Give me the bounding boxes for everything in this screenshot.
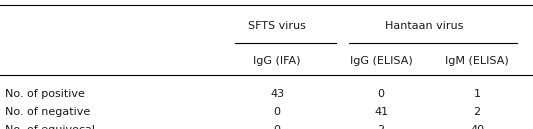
Text: IgM (ELISA): IgM (ELISA) [445, 56, 509, 66]
Text: No. of negative: No. of negative [5, 107, 91, 117]
Text: Hantaan virus: Hantaan virus [384, 21, 463, 31]
Text: 0: 0 [273, 125, 281, 129]
Text: 40: 40 [470, 125, 484, 129]
Text: 2: 2 [473, 107, 481, 117]
Text: No. of positive: No. of positive [5, 89, 85, 99]
Text: No. of equivocal: No. of equivocal [5, 125, 95, 129]
Text: 0: 0 [273, 107, 281, 117]
Text: IgG (ELISA): IgG (ELISA) [350, 56, 413, 66]
Text: 0: 0 [377, 89, 385, 99]
Text: 1: 1 [473, 89, 481, 99]
Text: 41: 41 [374, 107, 388, 117]
Text: 43: 43 [270, 89, 284, 99]
Text: IgG (IFA): IgG (IFA) [253, 56, 301, 66]
Text: 2: 2 [377, 125, 385, 129]
Text: SFTS virus: SFTS virus [248, 21, 306, 31]
